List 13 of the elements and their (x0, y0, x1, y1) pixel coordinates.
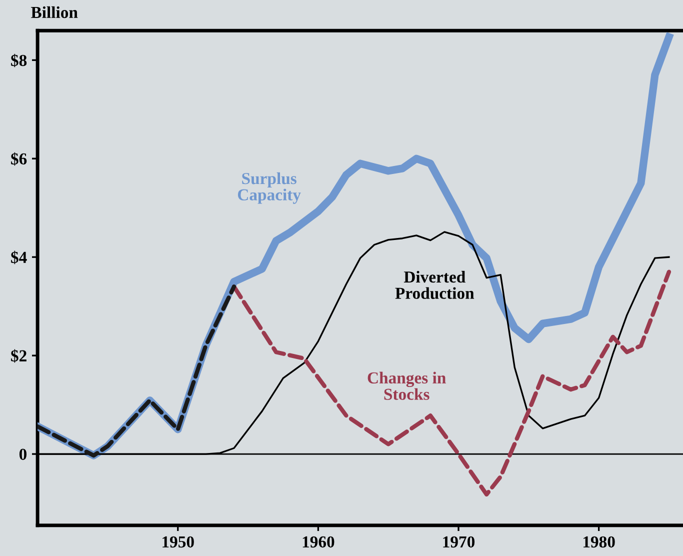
x-tick-label: 1980 (583, 536, 615, 548)
y-tick-label: $8 (11, 54, 27, 68)
series-label: Changes in Stocks (368, 372, 446, 400)
y-tick-label: $4 (11, 250, 27, 264)
series-label: Surplus Capacity (238, 172, 301, 204)
y-tick-label: 0 (19, 448, 27, 460)
y-tick-label: $6 (11, 152, 27, 166)
y-axis-title: Billion (31, 6, 78, 18)
x-tick-label: 1970 (443, 536, 475, 548)
x-tick-label: 1960 (302, 536, 334, 548)
series-label: Diverted Production (395, 270, 474, 299)
x-tick-label: 1950 (162, 536, 194, 548)
y-tick-label: $2 (11, 349, 26, 363)
